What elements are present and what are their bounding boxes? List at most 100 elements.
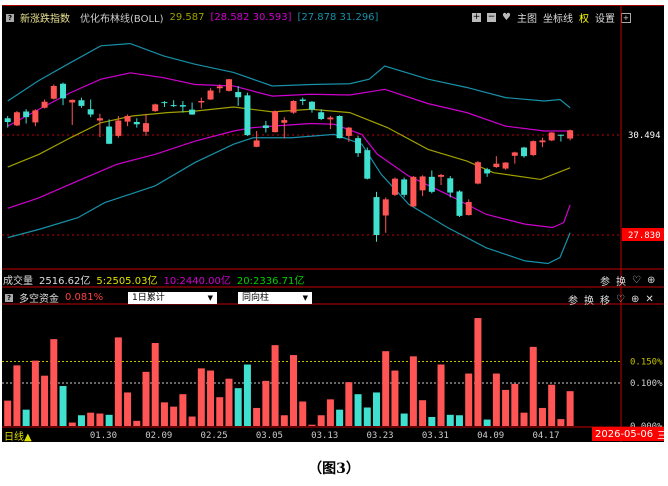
candle-body (345, 127, 352, 136)
params-button[interactable]: 参 (568, 296, 578, 307)
indicator-bar (243, 364, 251, 426)
dropdown-arrow-icon: ▼ (207, 294, 213, 302)
candle-body (32, 110, 39, 123)
candle-body (143, 123, 149, 132)
indicator-bar (354, 394, 362, 426)
heart-outline-icon[interactable]: ♡ (616, 294, 625, 305)
indicator-bar (133, 420, 141, 426)
bar-mode-select[interactable]: 同向柱 ▼ (238, 292, 312, 304)
indicator-bar (529, 346, 537, 426)
chart-window: ? 新涨跌指数 优化布林线(BOLL) 29.587 [28.582 30.59… (2, 5, 668, 443)
indicator-bar (474, 318, 482, 426)
switch-button[interactable]: 换 (616, 277, 626, 288)
params-button[interactable]: 参 (600, 277, 610, 288)
period-toggle[interactable]: 日线▲ (4, 428, 32, 443)
help-icon[interactable]: ? (5, 293, 13, 302)
accumulation-select-value: 1日累计 (132, 293, 165, 303)
date-tick-label: 04.17 (532, 431, 559, 441)
candle-body (161, 102, 168, 104)
candle-body (299, 99, 306, 101)
indicator-bar (188, 416, 196, 426)
period-label: 日线▲ (4, 432, 32, 443)
help-icon[interactable]: ? (6, 13, 14, 22)
candle-body (13, 112, 20, 126)
heart-outline-icon[interactable]: ♡ (632, 275, 641, 286)
chart-canvas: 30.49427.8300.150%0.100%0.000%01.3002.09… (2, 6, 664, 442)
indicator-bar (13, 365, 21, 426)
zoom-in-icon[interactable]: + (472, 12, 481, 22)
settings-button[interactable]: 设置 (594, 14, 615, 25)
boll-mid-value: 29.587 (169, 12, 205, 23)
magnify-icon[interactable]: ⊕ (646, 275, 656, 286)
candle-body (382, 199, 389, 216)
indicator-header: ? 多空资金 0.081% (5, 290, 103, 305)
candle-body (87, 109, 94, 115)
date-tick-label: 03.13 (311, 431, 338, 441)
boll-inner-band: [28.582 30.593] (210, 12, 292, 23)
indicator-bar (4, 400, 12, 426)
date-tick-label: 03.05 (256, 431, 283, 441)
indicator-bar (566, 391, 574, 426)
candle-body (290, 100, 297, 113)
candle-body (115, 120, 122, 136)
candle-body (373, 197, 380, 235)
magnify-icon[interactable]: ⊕ (630, 294, 640, 305)
candle-body (23, 111, 30, 118)
candle-body (474, 162, 481, 184)
indicator-bar (197, 368, 205, 426)
candle-body (60, 83, 67, 99)
indicator-bar (437, 364, 445, 426)
indicator-bar (345, 382, 353, 426)
indicator-bar (22, 409, 30, 426)
candle-body (493, 163, 500, 168)
boll-outer-upper-line (7, 42, 571, 109)
indicator-bar (409, 356, 417, 426)
candle-body (447, 178, 454, 193)
candle-body (465, 201, 472, 216)
indicator-bar (538, 407, 546, 426)
volume-value: 2516.62亿 (39, 276, 91, 287)
candle-body (391, 178, 398, 195)
weekday-value: 三 (657, 430, 668, 442)
indicator-bar (271, 345, 279, 426)
volume-header: 成交量 2516.62亿 5:2505.03亿 10:2440.00亿 20:2… (3, 272, 304, 287)
rights-button[interactable]: 权 (578, 14, 589, 25)
main-chart-button[interactable]: 主图 (516, 14, 537, 25)
candle-body (78, 100, 85, 106)
indicator-bar (299, 401, 307, 426)
indicator-bar (160, 402, 168, 426)
accumulation-select[interactable]: 1日累计 ▼ (128, 292, 217, 304)
dropdown-arrow-icon: ▼ (302, 294, 308, 302)
volume-ma10: 10:2440.00亿 (163, 276, 231, 287)
candle-body (502, 162, 509, 169)
close-icon[interactable]: ✕ (645, 294, 654, 305)
indicator-bar (105, 414, 113, 426)
indicator-bar (557, 419, 565, 426)
indicator-name[interactable]: 优化布林线(BOLL) (80, 14, 164, 25)
date-tick-label: 02.09 (145, 431, 172, 441)
candle-body (189, 109, 196, 115)
candle-body (318, 112, 325, 120)
candle-body (50, 85, 57, 99)
indicator-bar (114, 337, 122, 426)
candle-body (567, 130, 574, 139)
volume-toolbar: 参 换 ♡ ⊕ (600, 273, 655, 288)
indicator-bar (382, 351, 390, 426)
coordinate-line-button[interactable]: 坐标线 (542, 14, 573, 25)
indicator-bar (77, 415, 85, 426)
candle-body (235, 91, 242, 98)
indicator-bar (207, 370, 215, 426)
heart-icon[interactable]: ♥ (502, 12, 511, 23)
switch-button[interactable]: 换 (584, 296, 594, 307)
price-highlight (622, 228, 664, 241)
candle-body (401, 179, 408, 195)
candle-body (4, 118, 11, 123)
indicator-bar (317, 415, 325, 426)
main-toolbar: + − ♥ 主图 坐标线 权 设置 + (472, 10, 631, 25)
move-button[interactable]: 移 (600, 296, 610, 307)
indicator-bar (419, 400, 427, 426)
indicator-bar (124, 392, 132, 426)
candle-body (364, 150, 371, 179)
zoom-out-icon[interactable]: − (487, 12, 496, 22)
candle-body (456, 191, 463, 216)
